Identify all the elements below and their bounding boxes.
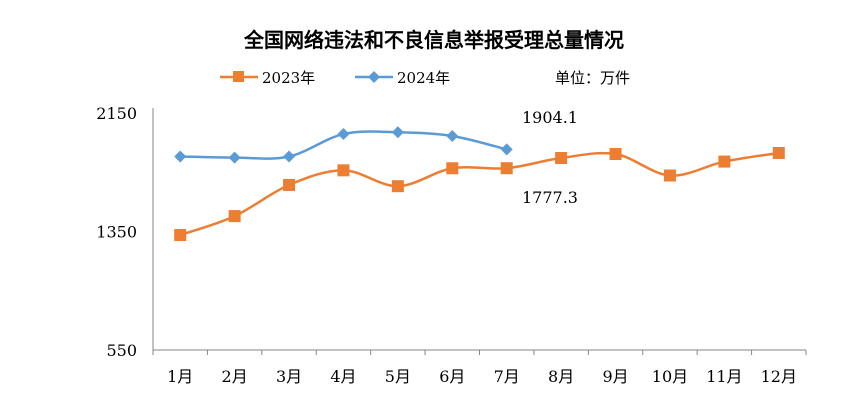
x-tick-label: 8月 [548, 367, 574, 386]
x-tick-label: 4月 [330, 367, 356, 386]
x-tick-label: 6月 [439, 367, 465, 386]
data-point-2023 [174, 229, 187, 242]
data-point-2023 [500, 162, 513, 175]
data-point-2024 [337, 128, 350, 141]
x-tick-label: 5月 [385, 367, 411, 386]
data-point-2024 [446, 129, 459, 142]
annotation-2024-jul: 1904.1 [522, 108, 578, 127]
x-tick-label: 3月 [276, 367, 302, 386]
data-point-2023 [283, 178, 296, 191]
x-tick-label: 11月 [706, 367, 742, 386]
x-tick-label: 2月 [222, 367, 248, 386]
data-point-2024 [228, 151, 241, 164]
y-tick-label: 1350 [96, 223, 137, 242]
x-tick-label: 7月 [494, 367, 520, 386]
data-point-2023 [718, 155, 731, 168]
data-point-2024 [391, 126, 404, 139]
data-point-2023 [663, 169, 676, 182]
y-tick-label: 2150 [96, 104, 137, 123]
data-point-2023 [337, 164, 350, 177]
data-point-2023 [228, 210, 241, 223]
legend-label-2023: 2023年 [262, 69, 315, 87]
unit-note: 单位：万件 [555, 69, 630, 87]
chart-title: 全国网络违法和不良信息举报受理总量情况 [244, 28, 624, 52]
data-point-2024 [500, 143, 513, 156]
data-point-2023 [609, 148, 622, 161]
series-line-2023年 [179, 151, 779, 237]
y-tick-label: 550 [106, 341, 137, 360]
data-point-2023 [555, 152, 568, 165]
annotation-2023-jul: 1777.3 [522, 188, 578, 207]
data-point-2023 [391, 180, 404, 193]
legend-marker-2024 [368, 71, 380, 83]
legend: 2023年 2024年 单位：万件 [220, 69, 630, 87]
data-point-2024 [283, 150, 296, 163]
data-point-2023 [446, 162, 459, 175]
legend-label-2024: 2024年 [397, 69, 450, 87]
x-tick-label: 1月 [167, 367, 193, 386]
x-tick-label: 10月 [652, 367, 688, 386]
x-tick-label: 12月 [761, 367, 797, 386]
data-point-2023 [772, 146, 785, 159]
legend-marker-2023 [233, 71, 244, 82]
x-tick-label: 9月 [602, 367, 628, 386]
data-point-2024 [174, 150, 187, 163]
